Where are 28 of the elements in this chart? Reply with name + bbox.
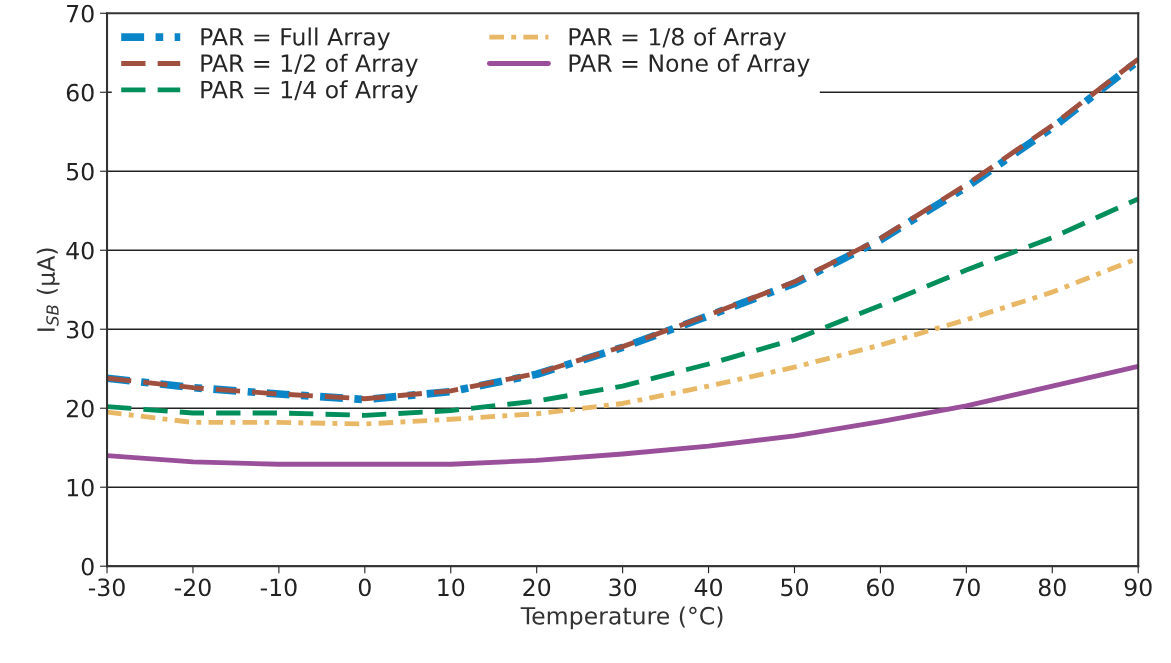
y-tick-label: 70 (67, 4, 94, 23)
y-tick-label: 60 (66, 83, 94, 102)
x-tick-label: 60 (867, 578, 894, 597)
y-tick-label: 30 (66, 320, 94, 339)
x-tick-label: 70 (953, 578, 980, 597)
x-tick-label: 90 (1124, 578, 1152, 597)
x-tick-label: -10 (260, 578, 297, 597)
x-tick-label: 10 (438, 578, 465, 597)
x-tick-label: 30 (609, 578, 637, 597)
x-tick-label: -20 (174, 578, 211, 597)
y-tick-label: 40 (66, 241, 94, 260)
x-tick-label: -30 (88, 578, 125, 597)
x-tick-label: 20 (523, 578, 551, 597)
legend-label: PAR = Full Array (201, 27, 390, 51)
x-tick-label: 80 (1038, 578, 1066, 597)
x-tick-label: 0 (358, 578, 371, 597)
y-tick-label: 20 (66, 399, 94, 418)
x-tick-label: 40 (694, 578, 723, 597)
legend-label: PAR = 1/2 of Array (201, 53, 418, 77)
y-tick-label: 0 (81, 557, 94, 576)
y-tick-label: 10 (67, 478, 94, 497)
y-tick-label: 50 (67, 162, 94, 181)
legend-label: PAR = 1/8 of Array (569, 27, 787, 51)
legend-label: PAR = None of Array (569, 53, 810, 77)
x-axis-title: Temperature (°C) (520, 606, 723, 630)
legend-label: PAR = 1/4 of Array (201, 80, 418, 104)
y-axis-title: I$_{SB}$ (μA) (36, 248, 60, 331)
x-tick-label: 50 (781, 578, 808, 597)
